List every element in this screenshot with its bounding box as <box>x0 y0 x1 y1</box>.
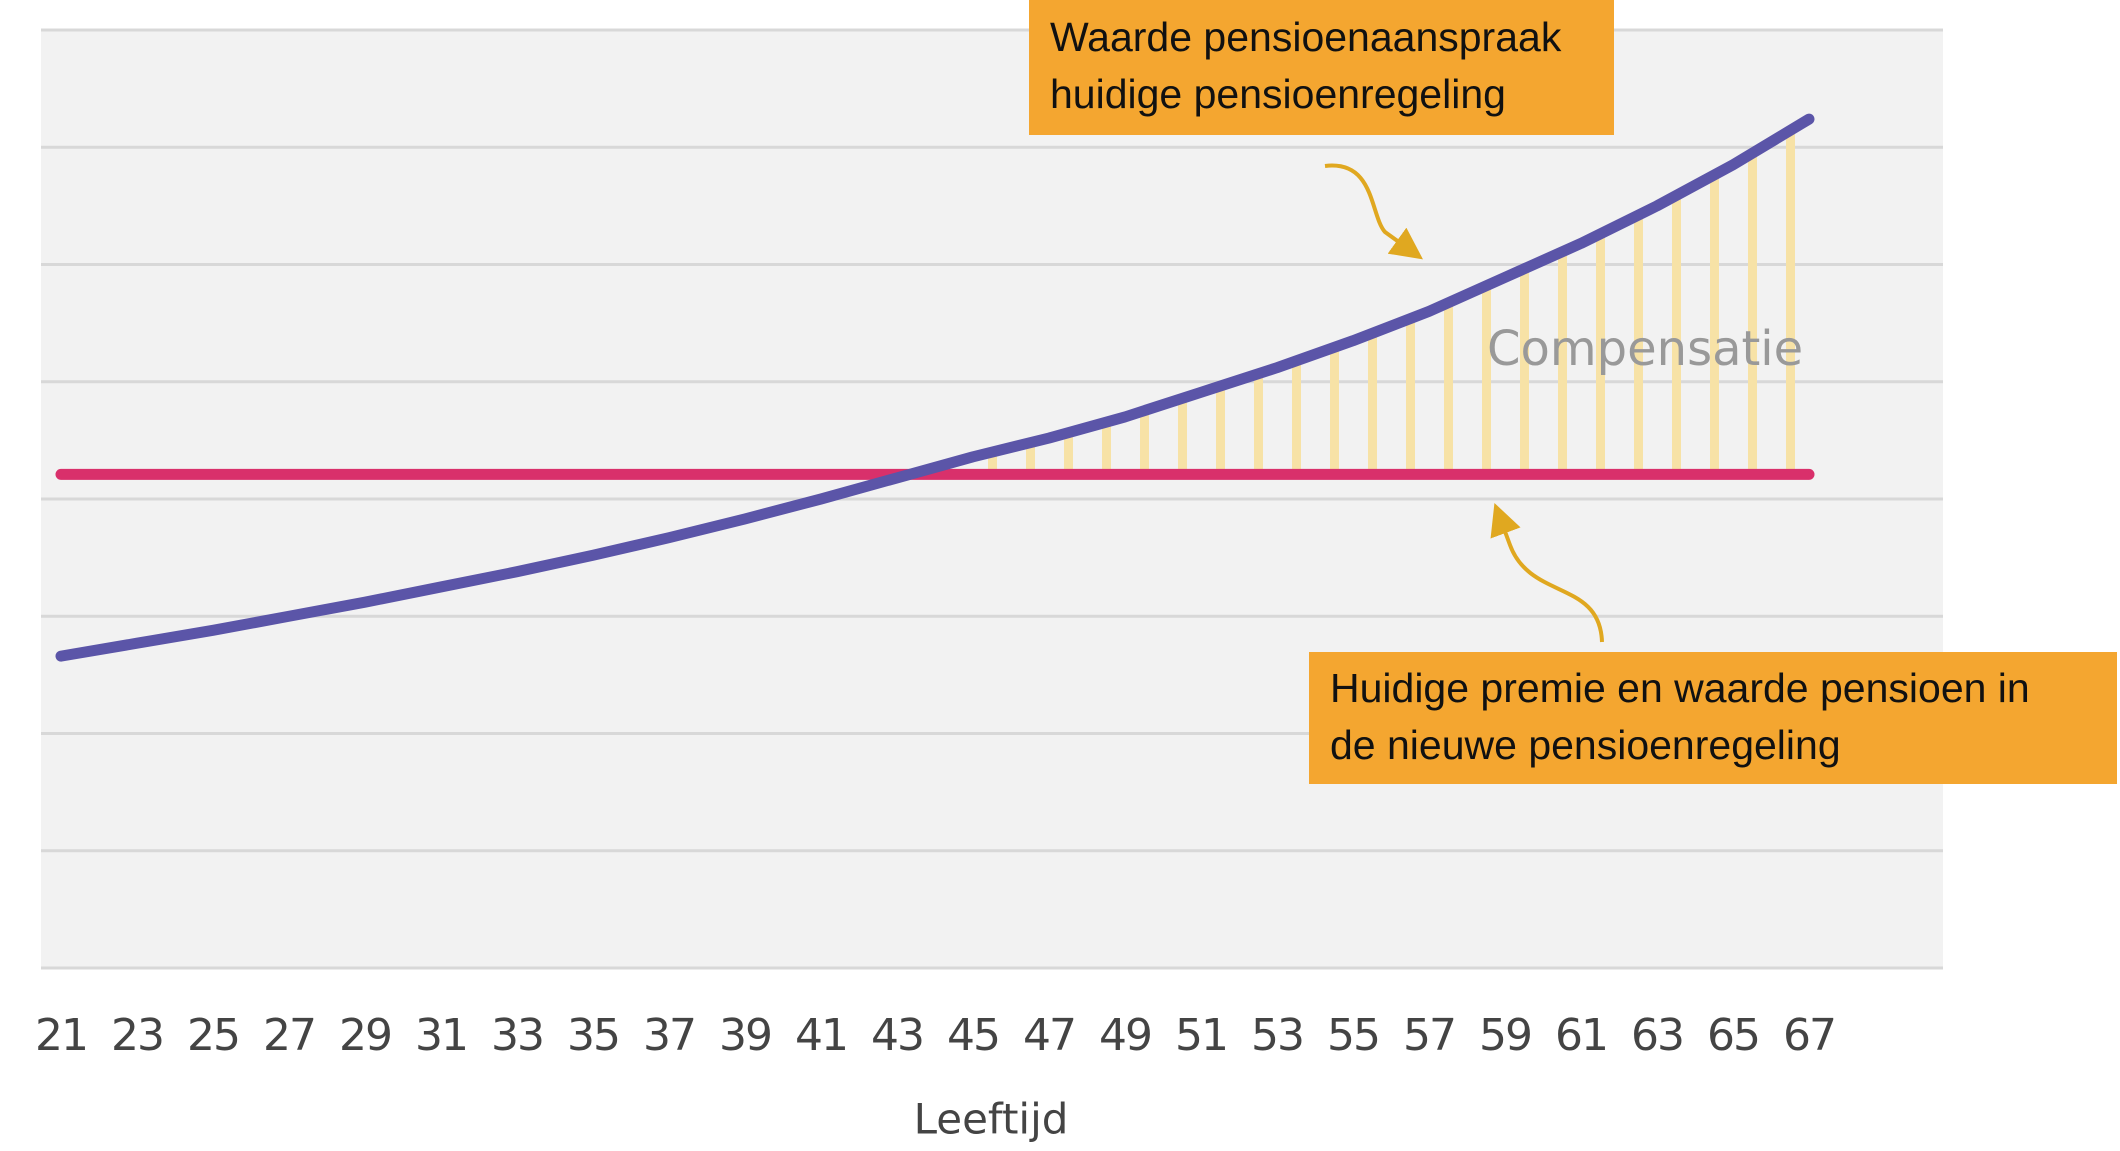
x-tick-label: 21 <box>35 1010 87 1061</box>
x-tick-label: 41 <box>795 1010 847 1061</box>
compensation-area <box>973 119 1809 475</box>
area-label: Compensatie <box>1487 321 1803 377</box>
x-tick-label: 29 <box>339 1010 391 1061</box>
x-tick-label: 65 <box>1707 1010 1759 1061</box>
x-tick-label: 49 <box>1099 1010 1151 1061</box>
x-tick-label: 25 <box>187 1010 239 1061</box>
x-axis-title: Leeftijd <box>914 1095 1069 1144</box>
annotation-line: huidige pensioenregeling <box>1050 71 1506 117</box>
annotation-line: Waarde pensioenaanspraak <box>1050 14 1562 60</box>
x-tick-label: 47 <box>1023 1010 1075 1061</box>
x-tick-label: 33 <box>491 1010 543 1061</box>
x-tick-label: 37 <box>643 1010 695 1061</box>
x-tick-label: 63 <box>1631 1010 1683 1061</box>
annotation-line: de nieuwe pensioenregeling <box>1330 722 1841 768</box>
annotation-line: Huidige premie en waarde pensioen in <box>1330 665 2030 711</box>
annotation-arrow <box>1324 163 1423 260</box>
x-tick-label: 23 <box>111 1010 163 1061</box>
x-tick-label: 43 <box>871 1010 923 1061</box>
x-tick-label: 31 <box>415 1010 467 1061</box>
series-line <box>55 113 1815 662</box>
x-tick-label: 51 <box>1175 1010 1227 1061</box>
x-tick-label: 55 <box>1327 1010 1379 1061</box>
x-tick-label: 53 <box>1251 1010 1303 1061</box>
annotation-box <box>1029 0 1614 135</box>
x-tick-label: 59 <box>1479 1010 1531 1061</box>
x-tick-label: 39 <box>719 1010 771 1061</box>
x-tick-label: 45 <box>947 1010 999 1061</box>
x-tick-label: 35 <box>567 1010 619 1061</box>
annotation-arrow <box>1490 502 1604 643</box>
x-tick-label: 57 <box>1403 1010 1455 1061</box>
x-tick-label: 67 <box>1783 1010 1835 1061</box>
x-tick-label: 61 <box>1555 1010 1607 1061</box>
annotation-box <box>1309 652 2117 784</box>
x-tick-label: 27 <box>263 1010 315 1061</box>
